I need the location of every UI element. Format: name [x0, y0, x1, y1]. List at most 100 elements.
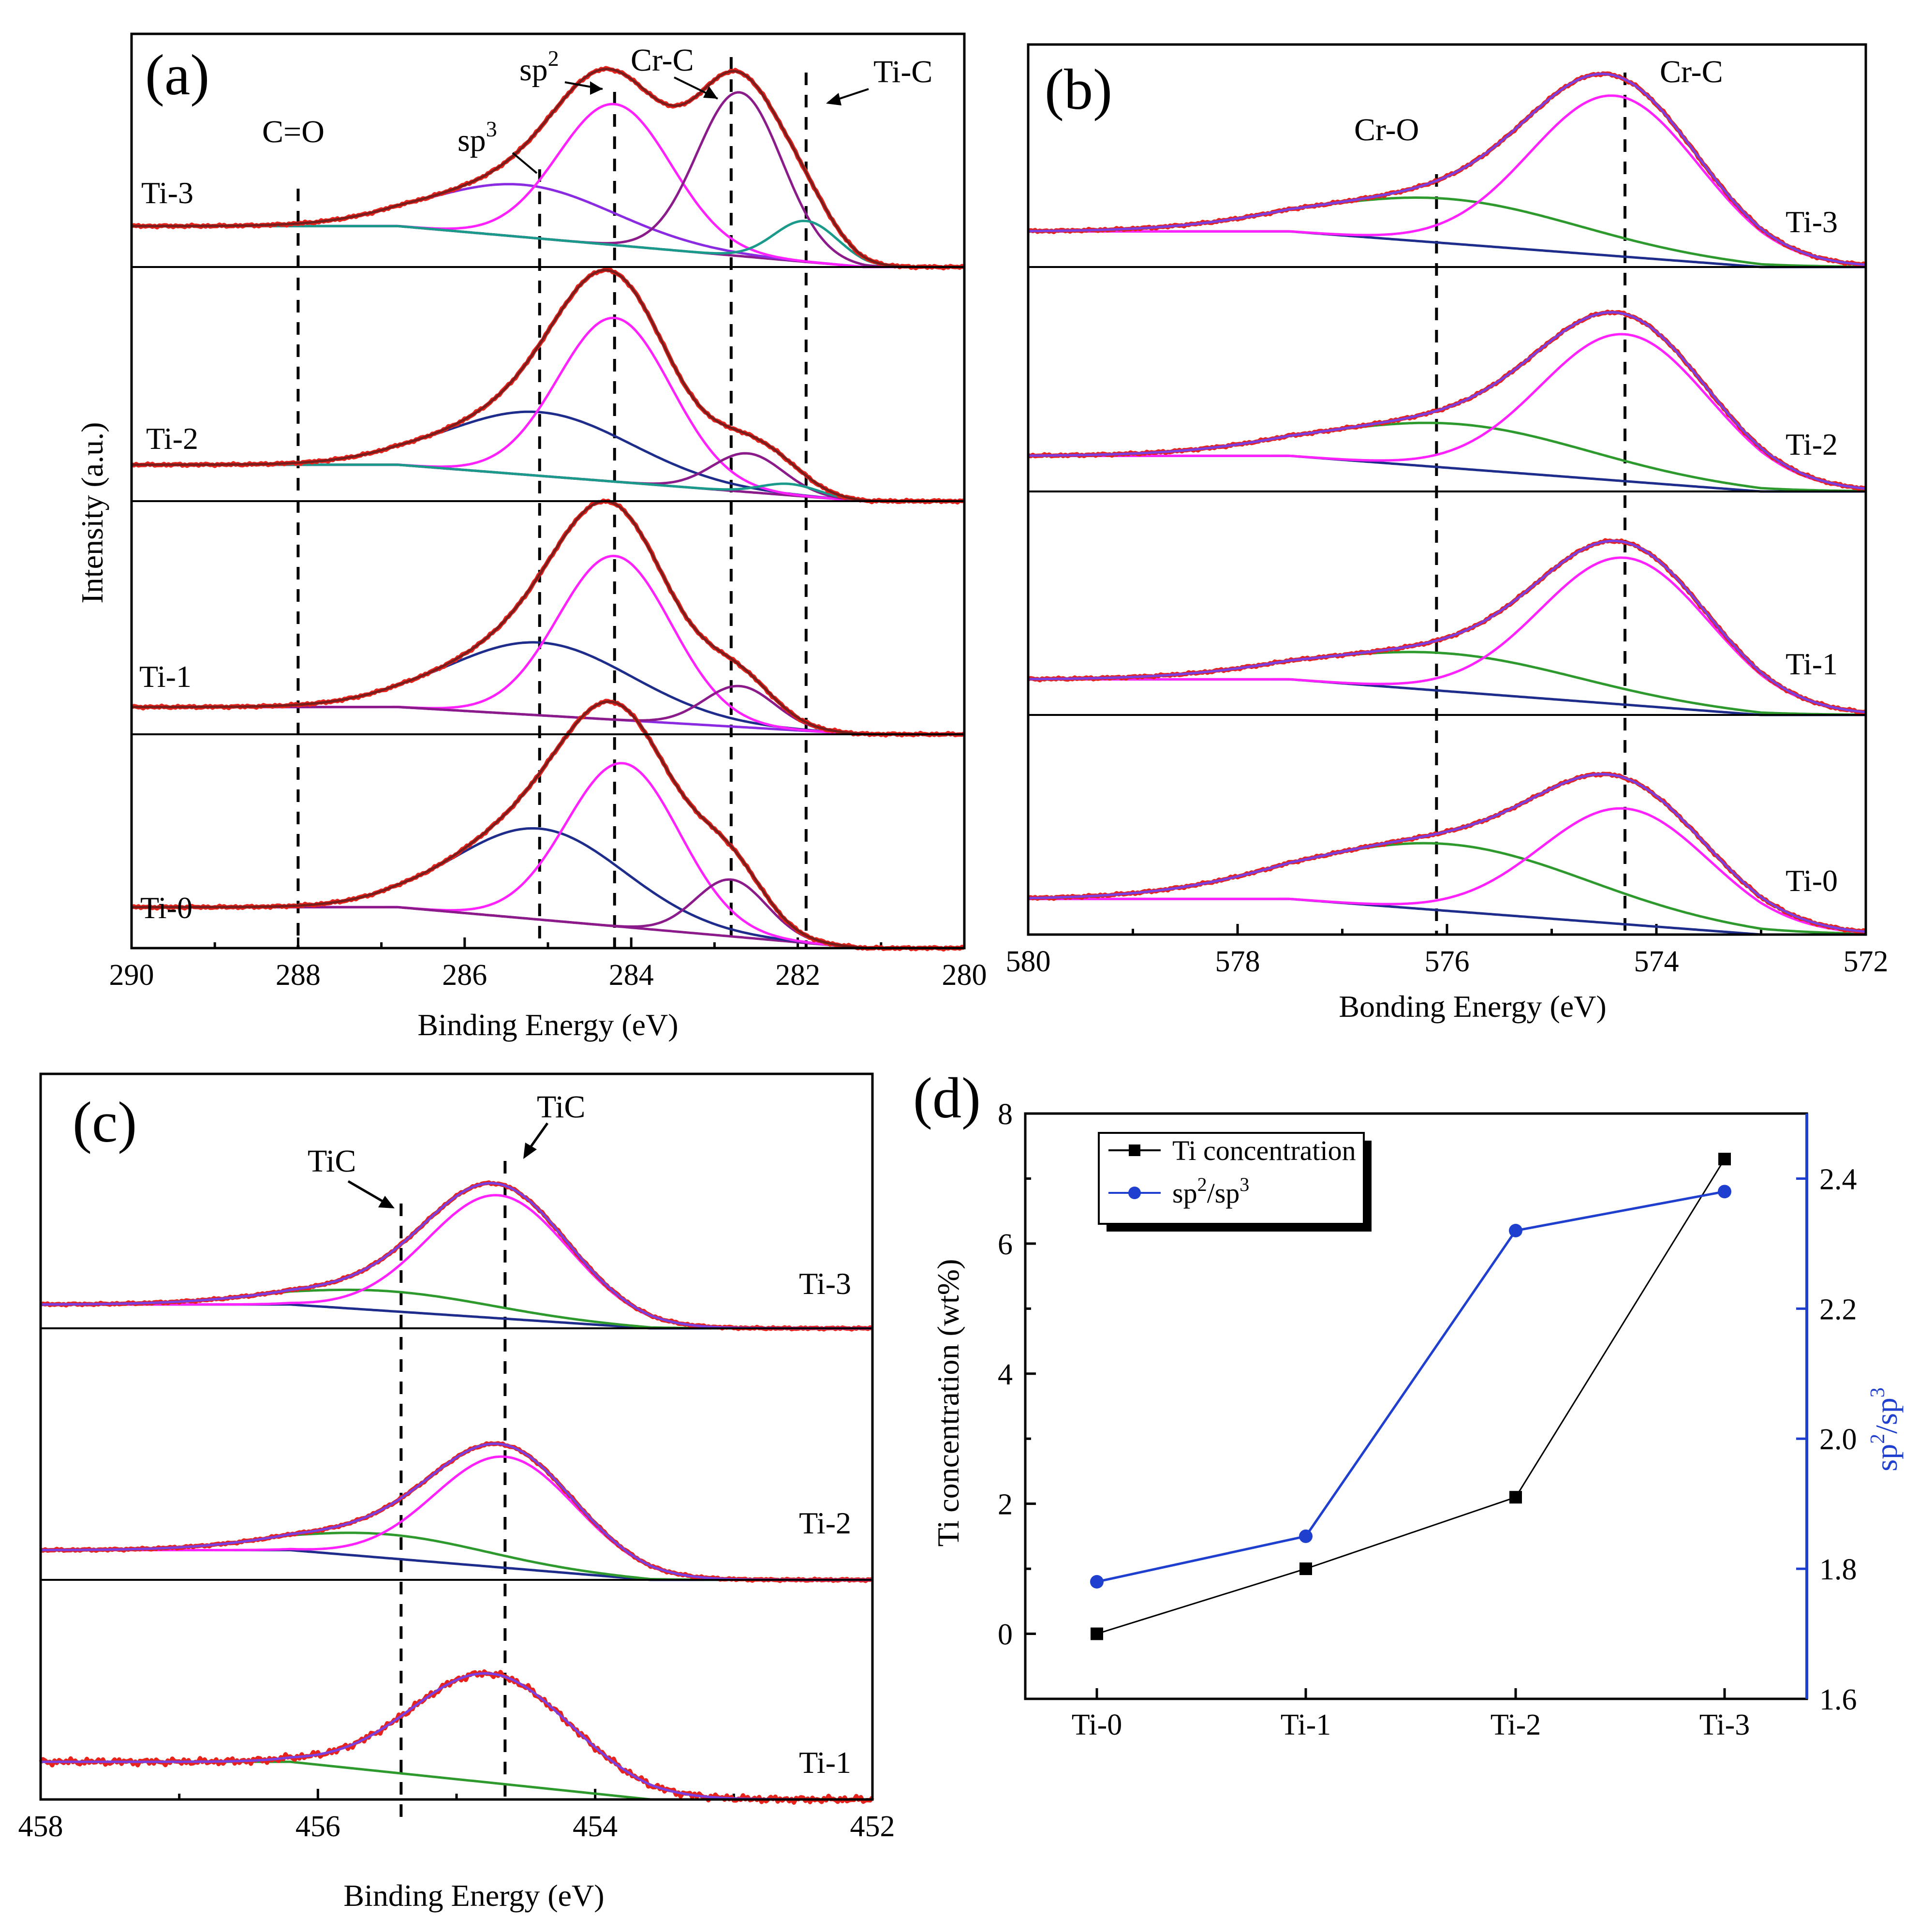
raw-data-curve — [40, 1180, 874, 1332]
ti-concentration-point — [1718, 1153, 1731, 1166]
x-tick-label: Ti-3 — [1699, 1709, 1750, 1741]
raw-data-curve — [1027, 310, 1866, 491]
x-tick-label: 576 — [1425, 945, 1470, 978]
x-tick-label: 572 — [1844, 945, 1889, 978]
sp2-sp3-point — [1090, 1575, 1104, 1589]
component-peak-tic-2 — [41, 1194, 872, 1330]
ti-concentration-point — [1509, 1491, 1522, 1504]
component-peak-cr-c — [132, 878, 964, 950]
x-tick-label: 578 — [1215, 945, 1260, 978]
x-tick-label: 282 — [775, 959, 820, 992]
panel-a-sample-label: Ti-2 — [146, 421, 198, 456]
panel-c-ti2p-spectra: (c) Binding Energy (eV) Ti-3 Ti-2 Ti-1 T… — [18, 1072, 895, 1913]
panel-a-c1s-spectra: (a) Binding Energy (eV) Intensity (a.u.)… — [75, 32, 987, 1042]
panel-a-x-axis-label: Binding Energy (eV) — [417, 1008, 678, 1042]
peak-label-cr-c: Cr-C — [631, 43, 694, 78]
x-tick-label: 284 — [609, 959, 654, 992]
legend-label-sp2-sp3: sp2/sp3 — [1172, 1174, 1249, 1209]
panel-a-sample-label: Ti-3 — [141, 176, 193, 210]
y-tick-label: 2 — [998, 1488, 1013, 1521]
raw-data-curve — [1027, 772, 1867, 934]
panel-c-sample-label: Ti-2 — [799, 1506, 851, 1540]
raw-data-curve — [131, 498, 965, 738]
peak-label-cr-c-b: Cr-C — [1660, 54, 1723, 89]
fitted-envelope-curve — [41, 1672, 872, 1801]
component-peak-cr-c — [132, 684, 964, 736]
right-y-tick-label: 1.8 — [1819, 1553, 1857, 1586]
fitted-envelope-curve — [41, 1442, 872, 1581]
x-tick-label: Ti-2 — [1491, 1709, 1541, 1741]
peak-label-sp3: sp3 — [458, 117, 497, 158]
fitted-envelope-curve — [41, 1182, 872, 1330]
background-curve — [41, 1549, 872, 1581]
panel-d-ti-concentration-chart: (d) 0 2 4 6 8 1.6 1.8 2.0 2.2 2.4 Ti-0 Ti-1 Ti-2 Ti-3… — [913, 1066, 1904, 1741]
panel-a-sample-label: Ti-0 — [140, 891, 192, 925]
component-peak-tic-1 — [41, 1531, 872, 1581]
sp3-arrow — [512, 152, 538, 174]
raw-data-curve — [40, 1441, 873, 1583]
panel-d-right-axis-label: sp2/sp3 — [1867, 1387, 1904, 1471]
cr-c-arrowhead — [703, 86, 718, 99]
panel-b-label: (b) — [1045, 57, 1112, 121]
component-peak-sp3 — [132, 827, 964, 950]
fitted-envelope-curve — [132, 68, 964, 268]
right-y-tick-label: 2.0 — [1819, 1423, 1857, 1456]
ti-concentration-point — [1091, 1627, 1103, 1640]
panel-c-label: (c) — [73, 1090, 137, 1154]
raw-data-curve — [131, 698, 966, 952]
peak-label-sp2: sp2 — [519, 46, 559, 88]
legend-box — [1098, 1132, 1365, 1225]
panel-b-sample-label: Ti-0 — [1786, 863, 1838, 898]
x-tick-label: 288 — [276, 959, 321, 992]
sp2-sp3-line — [1096, 1190, 1725, 1583]
fitted-envelope-curve — [1028, 73, 1866, 266]
panel-a-sample-label: Ti-1 — [139, 659, 192, 694]
legend: Ti concentration sp2/sp3 — [1098, 1132, 1372, 1232]
peak-label-ti-c: Ti-C — [873, 54, 932, 89]
right-y-tick-label: 2.4 — [1819, 1163, 1857, 1196]
ti-concentration-line — [1096, 1159, 1726, 1635]
x-tick-label: 454 — [573, 1810, 618, 1843]
component-peak-cr-c — [1028, 333, 1866, 490]
x-tick-label: 290 — [109, 959, 154, 992]
peak-label-cr-o: Cr-O — [1354, 112, 1419, 148]
tic-right-arrowhead — [523, 1143, 537, 1159]
fitted-envelope-curve — [132, 500, 964, 736]
panel-b-sample-label: Ti-2 — [1786, 427, 1838, 461]
x-tick-label: 280 — [942, 959, 987, 992]
fitted-envelope-curve — [1028, 311, 1866, 490]
x-tick-label: 452 — [850, 1810, 895, 1843]
component-peak-cr-c — [1028, 556, 1866, 714]
x-tick-label: 456 — [295, 1810, 340, 1843]
y-tick-label: 6 — [998, 1228, 1013, 1261]
x-tick-label: Ti-0 — [1072, 1709, 1122, 1741]
component-peak-cr-o — [1028, 651, 1866, 716]
panel-c-sample-label: Ti-1 — [799, 1745, 851, 1780]
panel-d-y-axis-label: Ti concentration (wt%) — [931, 1259, 965, 1547]
x-tick-label: 286 — [442, 959, 487, 992]
background-curve — [132, 906, 964, 950]
raw-data-curve — [1027, 538, 1867, 714]
fitted-envelope-curve — [1028, 773, 1866, 933]
panel-b-sample-label: Ti-1 — [1786, 647, 1838, 681]
sp2-sp3-point — [1509, 1224, 1522, 1237]
panel-a-label: (a) — [145, 43, 209, 107]
y-tick-label: 8 — [998, 1098, 1013, 1131]
component-peak-cr-c — [1028, 94, 1866, 267]
raw-data-curve — [131, 267, 965, 505]
component-peak-sp3 — [132, 410, 964, 503]
raw-data-curve — [39, 1669, 874, 1805]
sp2-sp3-point — [1718, 1185, 1731, 1199]
background-curve — [41, 1303, 872, 1330]
component-peak-tic-2 — [41, 1455, 872, 1581]
y-tick-label: 0 — [998, 1619, 1013, 1651]
legend-marker-circle — [1128, 1187, 1141, 1199]
panel-c-x-axis-label: Binding Energy (eV) — [343, 1878, 604, 1913]
x-tick-label: 574 — [1634, 945, 1679, 978]
fitted-envelope-curve — [132, 268, 964, 503]
panel-a-y-axis-label: Intensity (a.u.) — [75, 422, 109, 604]
component-peak-sp3 — [132, 641, 964, 736]
peak-label-tic-right: TiC — [537, 1089, 585, 1125]
component-peak-tic-2 — [41, 1672, 872, 1801]
